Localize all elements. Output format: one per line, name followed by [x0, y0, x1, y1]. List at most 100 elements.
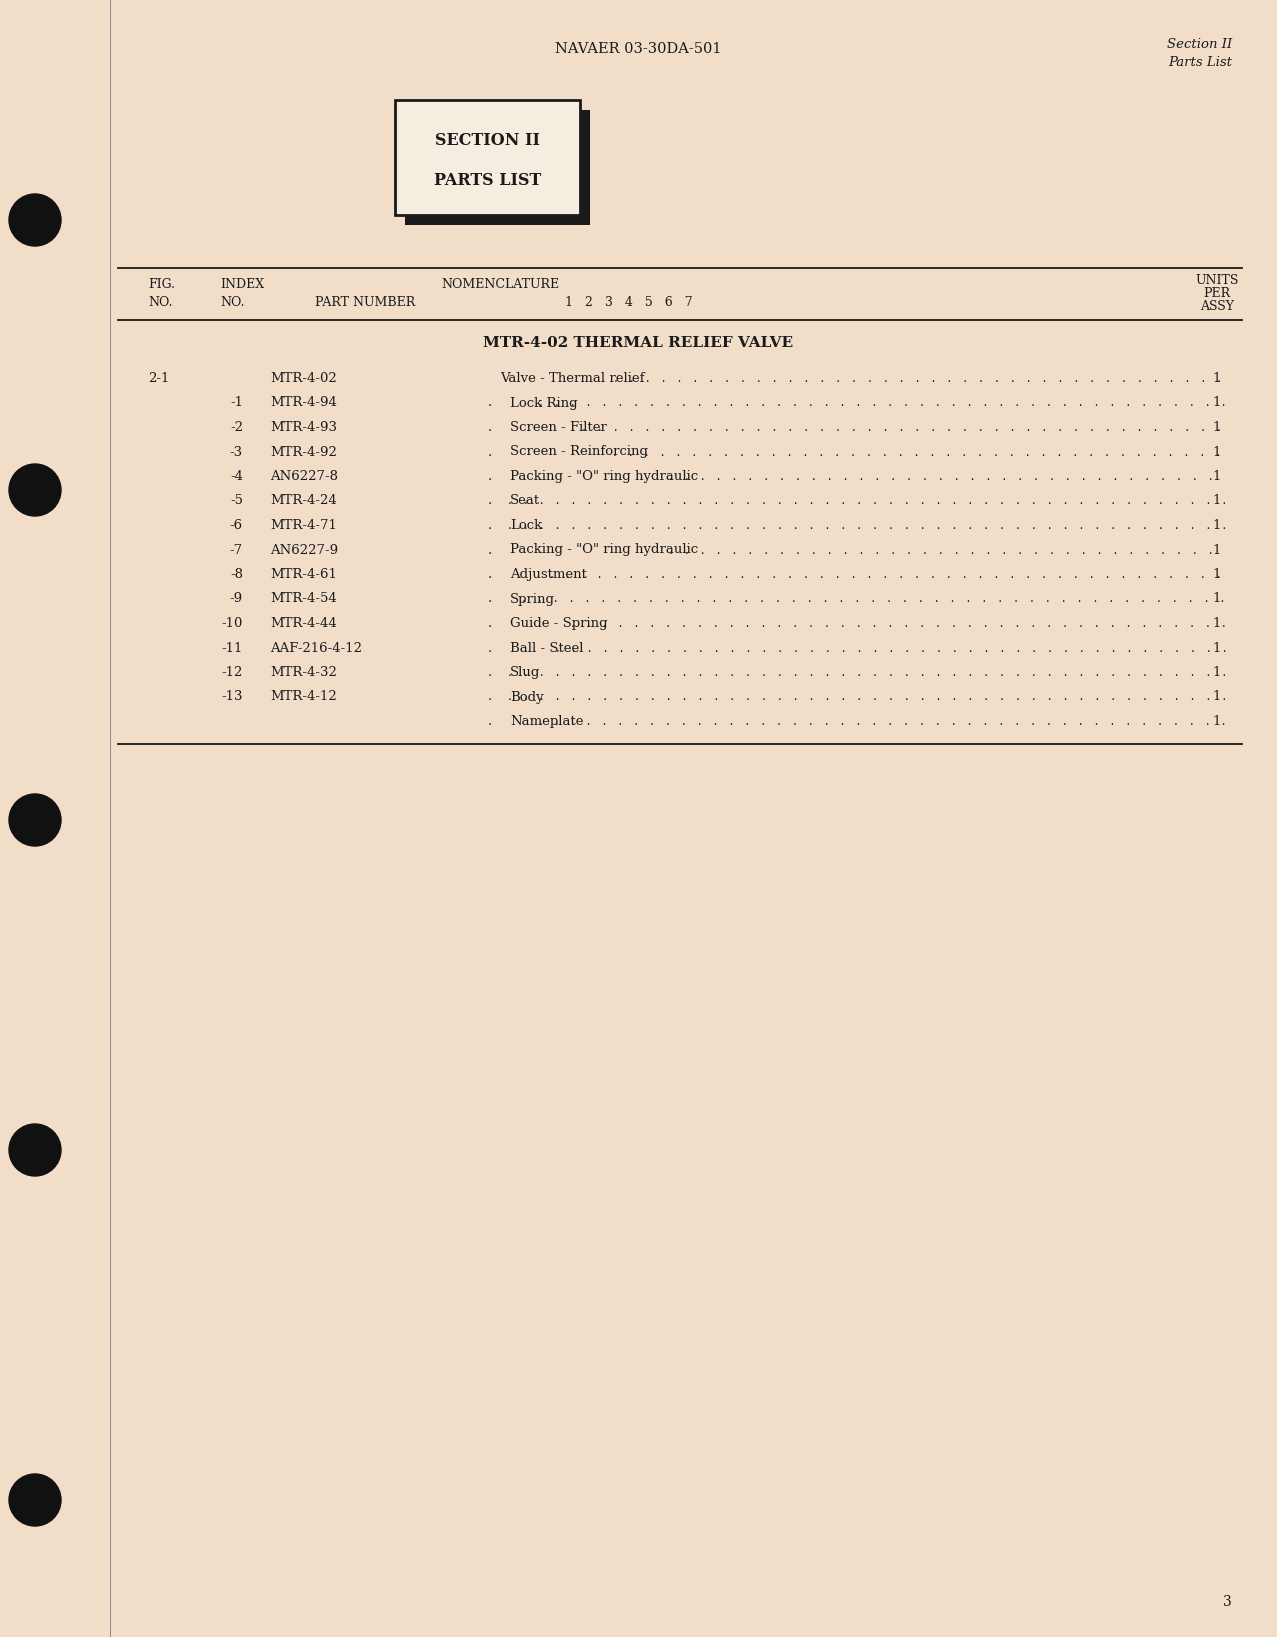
- Text: 1: 1: [1213, 445, 1221, 458]
- Text: AN6227-8: AN6227-8: [269, 470, 338, 483]
- Text: 1: 1: [1213, 543, 1221, 557]
- Text: .: .: [488, 666, 492, 679]
- Text: .   .   .   .   .   .   .   .   .   .   .   .   .   .   .   .   .   .   .   .   : . . . . . . . . . . . . . . . . . . . .: [665, 470, 1221, 483]
- Text: 1: 1: [1213, 396, 1221, 409]
- Text: -5: -5: [230, 494, 243, 507]
- Text: Packing - "O" ring hydraulic: Packing - "O" ring hydraulic: [510, 543, 699, 557]
- Text: AN6227-9: AN6227-9: [269, 543, 338, 557]
- Text: .   .   .   .   .   .   .   .   .   .   .   .   .   .   .   .   .   .   .   .   : . . . . . . . . . . . . . . . . . . . .: [610, 372, 1230, 385]
- Text: MTR-4-24: MTR-4-24: [269, 494, 337, 507]
- Text: MTR-4-93: MTR-4-93: [269, 421, 337, 434]
- Text: Slug: Slug: [510, 666, 540, 679]
- Text: .: .: [488, 421, 492, 434]
- Text: .   .   .   .   .   .   .   .   .   .   .   .   .   .   .   .   .   .   .   .   : . . . . . . . . . . . . . . . . . . . .: [503, 666, 1234, 679]
- Text: Nameplate: Nameplate: [510, 715, 584, 728]
- Bar: [395, 100, 580, 214]
- Text: .: .: [488, 715, 492, 728]
- Text: Guide - Spring: Guide - Spring: [510, 617, 608, 630]
- Text: .: .: [488, 470, 492, 483]
- Text: -10: -10: [222, 617, 243, 630]
- Text: NOMENCLATURE: NOMENCLATURE: [441, 278, 559, 291]
- Text: .: .: [488, 494, 492, 507]
- Text: .   .   .   .   .   .   .   .   .   .   .   .   .   .   .   .   .   .   .   .   : . . . . . . . . . . . . . . . . . . . .: [577, 421, 1228, 434]
- Text: Section II: Section II: [1167, 38, 1232, 51]
- Text: Valve - Thermal relief: Valve - Thermal relief: [501, 372, 645, 385]
- Text: SECTION II: SECTION II: [435, 133, 540, 149]
- Text: 1: 1: [1213, 691, 1221, 704]
- Text: 1: 1: [1213, 617, 1221, 630]
- Text: 1: 1: [1213, 470, 1221, 483]
- Text: MTR-4-94: MTR-4-94: [269, 396, 337, 409]
- Text: -9: -9: [230, 593, 243, 606]
- Text: .: .: [488, 593, 492, 606]
- Circle shape: [9, 794, 61, 846]
- Text: -4: -4: [230, 470, 243, 483]
- Text: MTR-4-92: MTR-4-92: [269, 445, 337, 458]
- Text: 2-1: 2-1: [148, 372, 170, 385]
- Text: MTR-4-54: MTR-4-54: [269, 593, 337, 606]
- Text: .   .   .   .   .   .   .   .   .   .   .   .   .   .   .   .   .   .   .   .   : . . . . . . . . . . . . . . . . . . . .: [665, 543, 1221, 557]
- Text: PART NUMBER: PART NUMBER: [315, 296, 415, 309]
- Text: 1: 1: [1213, 593, 1221, 606]
- Text: .   .   .   .   .   .   .   .   .   .   .   .   .   .   .   .   .   .   .   .   : . . . . . . . . . . . . . . . . . . . .: [567, 617, 1234, 630]
- Text: Packing - "O" ring hydraulic: Packing - "O" ring hydraulic: [510, 470, 699, 483]
- Text: INDEX: INDEX: [220, 278, 264, 291]
- Text: PARTS LIST: PARTS LIST: [434, 172, 541, 188]
- Text: 1: 1: [1213, 372, 1221, 385]
- Circle shape: [9, 195, 61, 246]
- Text: MTR-4-61: MTR-4-61: [269, 568, 337, 581]
- Text: PER: PER: [1203, 286, 1231, 300]
- Text: Body: Body: [510, 691, 544, 704]
- Text: NAVAER 03-30DA-501: NAVAER 03-30DA-501: [555, 43, 722, 56]
- Circle shape: [9, 463, 61, 516]
- Text: Lock Ring: Lock Ring: [510, 396, 577, 409]
- Circle shape: [9, 1473, 61, 1526]
- Text: NO.: NO.: [148, 296, 172, 309]
- Text: .   .   .   .   .   .   .   .   .   .   .   .   .   .   .   .   .   .   .   .   : . . . . . . . . . . . . . . . . . . . .: [503, 519, 1234, 532]
- Text: .: .: [488, 642, 492, 655]
- Text: Parts List: Parts List: [1168, 56, 1232, 69]
- Text: .: .: [488, 445, 492, 458]
- Text: 1: 1: [1213, 519, 1221, 532]
- Text: MTR-4-44: MTR-4-44: [269, 617, 337, 630]
- Text: .: .: [488, 543, 492, 557]
- Text: -6: -6: [230, 519, 243, 532]
- Text: Ball - Steel: Ball - Steel: [510, 642, 584, 655]
- Text: .: .: [488, 396, 492, 409]
- Text: UNITS: UNITS: [1195, 273, 1239, 286]
- Text: .   .   .   .   .   .   .   .   .   .   .   .   .   .   .   .   .   .   .   .   : . . . . . . . . . . . . . . . . . . . .: [503, 691, 1234, 704]
- Text: MTR-4-71: MTR-4-71: [269, 519, 337, 532]
- Text: .   .   .   .   .   .   .   .   .   .   .   .   .   .   .   .   .   .   .   .   : . . . . . . . . . . . . . . . . . . . .: [535, 715, 1234, 728]
- Text: 1: 1: [1213, 568, 1221, 581]
- Text: 1: 1: [1213, 421, 1221, 434]
- Text: Seat: Seat: [510, 494, 540, 507]
- Text: 1: 1: [1213, 715, 1221, 728]
- Text: MTR-4-02 THERMAL RELIEF VALVE: MTR-4-02 THERMAL RELIEF VALVE: [484, 336, 793, 350]
- Text: -2: -2: [230, 421, 243, 434]
- Text: Screen - Filter: Screen - Filter: [510, 421, 607, 434]
- Text: -11: -11: [222, 642, 243, 655]
- Text: 3: 3: [1223, 1594, 1232, 1609]
- Text: Lock: Lock: [510, 519, 543, 532]
- Text: .: .: [488, 568, 492, 581]
- Text: MTR-4-32: MTR-4-32: [269, 666, 337, 679]
- Text: -3: -3: [230, 445, 243, 458]
- Text: Screen - Reinforcing: Screen - Reinforcing: [510, 445, 647, 458]
- Circle shape: [9, 1125, 61, 1175]
- Text: .   .   .   .   .   .   .   .   .   .   .   .   .   .   .   .   .   .   .   .   : . . . . . . . . . . . . . . . . . . . .: [503, 494, 1234, 507]
- Text: .: .: [488, 617, 492, 630]
- Text: .: .: [488, 691, 492, 704]
- Text: AAF-216-4-12: AAF-216-4-12: [269, 642, 361, 655]
- Text: .: .: [488, 519, 492, 532]
- Text: -7: -7: [230, 543, 243, 557]
- Text: -1: -1: [230, 396, 243, 409]
- Text: NO.: NO.: [220, 296, 244, 309]
- Text: FIG.: FIG.: [148, 278, 175, 291]
- Text: -8: -8: [230, 568, 243, 581]
- Text: ASSY: ASSY: [1200, 300, 1234, 313]
- Text: .   .   .   .   .   .   .   .   .   .   .   .   .   .   .   .   .   .   .   .   : . . . . . . . . . . . . . . . . . . . .: [553, 642, 1235, 655]
- Text: -13: -13: [221, 691, 243, 704]
- Text: 1: 1: [1213, 642, 1221, 655]
- Text: Adjustment: Adjustment: [510, 568, 587, 581]
- Bar: [405, 110, 590, 224]
